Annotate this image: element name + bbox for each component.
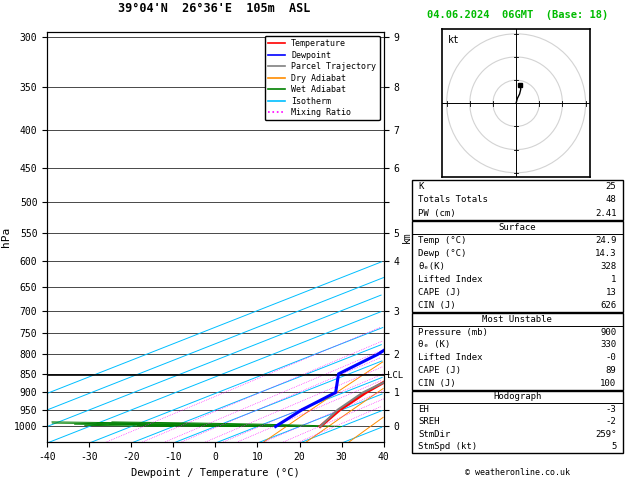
Text: θₑ (K): θₑ (K) (418, 341, 450, 349)
Text: Temp (°C): Temp (°C) (418, 236, 467, 245)
FancyBboxPatch shape (412, 180, 623, 220)
X-axis label: Dewpoint / Temperature (°C): Dewpoint / Temperature (°C) (131, 468, 300, 478)
Text: Mixing Ratio (g/kg): Mixing Ratio (g/kg) (440, 222, 448, 317)
Text: 900: 900 (600, 328, 616, 337)
Text: StmDir: StmDir (418, 430, 450, 439)
Text: Surface: Surface (499, 223, 536, 232)
Text: Most Unstable: Most Unstable (482, 315, 552, 324)
Text: θₑ(K): θₑ(K) (418, 262, 445, 271)
Text: 328: 328 (600, 262, 616, 271)
Text: StmSpd (kt): StmSpd (kt) (418, 442, 477, 451)
Text: 04.06.2024  06GMT  (Base: 18): 04.06.2024 06GMT (Base: 18) (426, 10, 608, 20)
Text: CAPE (J): CAPE (J) (418, 288, 461, 297)
Text: CIN (J): CIN (J) (418, 379, 456, 388)
Text: 39°04'N  26°36'E  105m  ASL: 39°04'N 26°36'E 105m ASL (118, 2, 310, 15)
Text: EH: EH (418, 405, 429, 414)
Text: SREH: SREH (418, 417, 440, 426)
Text: 24.9: 24.9 (595, 236, 616, 245)
Text: Totals Totals: Totals Totals (418, 195, 488, 204)
Y-axis label: km
ASL: km ASL (402, 228, 424, 246)
Text: LCL: LCL (387, 370, 403, 380)
Y-axis label: hPa: hPa (1, 227, 11, 247)
FancyBboxPatch shape (412, 313, 623, 390)
Text: 48: 48 (606, 195, 616, 204)
Text: 14.3: 14.3 (595, 249, 616, 258)
Text: -0: -0 (606, 353, 616, 362)
Text: Pressure (mb): Pressure (mb) (418, 328, 488, 337)
Text: K: K (418, 182, 424, 191)
Text: Hodograph: Hodograph (493, 393, 542, 401)
Text: 100: 100 (600, 379, 616, 388)
Text: CAPE (J): CAPE (J) (418, 366, 461, 375)
Text: © weatheronline.co.uk: © weatheronline.co.uk (465, 469, 569, 477)
Text: Lifted Index: Lifted Index (418, 353, 483, 362)
Text: Dewp (°C): Dewp (°C) (418, 249, 467, 258)
Text: 330: 330 (600, 341, 616, 349)
Text: CIN (J): CIN (J) (418, 301, 456, 310)
FancyBboxPatch shape (412, 391, 623, 453)
Text: 626: 626 (600, 301, 616, 310)
Text: 5: 5 (611, 442, 616, 451)
Text: kt: kt (448, 35, 460, 45)
Text: -3: -3 (606, 405, 616, 414)
FancyBboxPatch shape (412, 221, 623, 312)
Text: 2.41: 2.41 (595, 208, 616, 218)
Text: 89: 89 (606, 366, 616, 375)
Text: PW (cm): PW (cm) (418, 208, 456, 218)
Text: 1: 1 (611, 275, 616, 284)
Text: Lifted Index: Lifted Index (418, 275, 483, 284)
Text: 25: 25 (606, 182, 616, 191)
Text: -2: -2 (606, 417, 616, 426)
Legend: Temperature, Dewpoint, Parcel Trajectory, Dry Adiabat, Wet Adiabat, Isotherm, Mi: Temperature, Dewpoint, Parcel Trajectory… (265, 36, 379, 121)
Text: 13: 13 (606, 288, 616, 297)
Text: 259°: 259° (595, 430, 616, 439)
